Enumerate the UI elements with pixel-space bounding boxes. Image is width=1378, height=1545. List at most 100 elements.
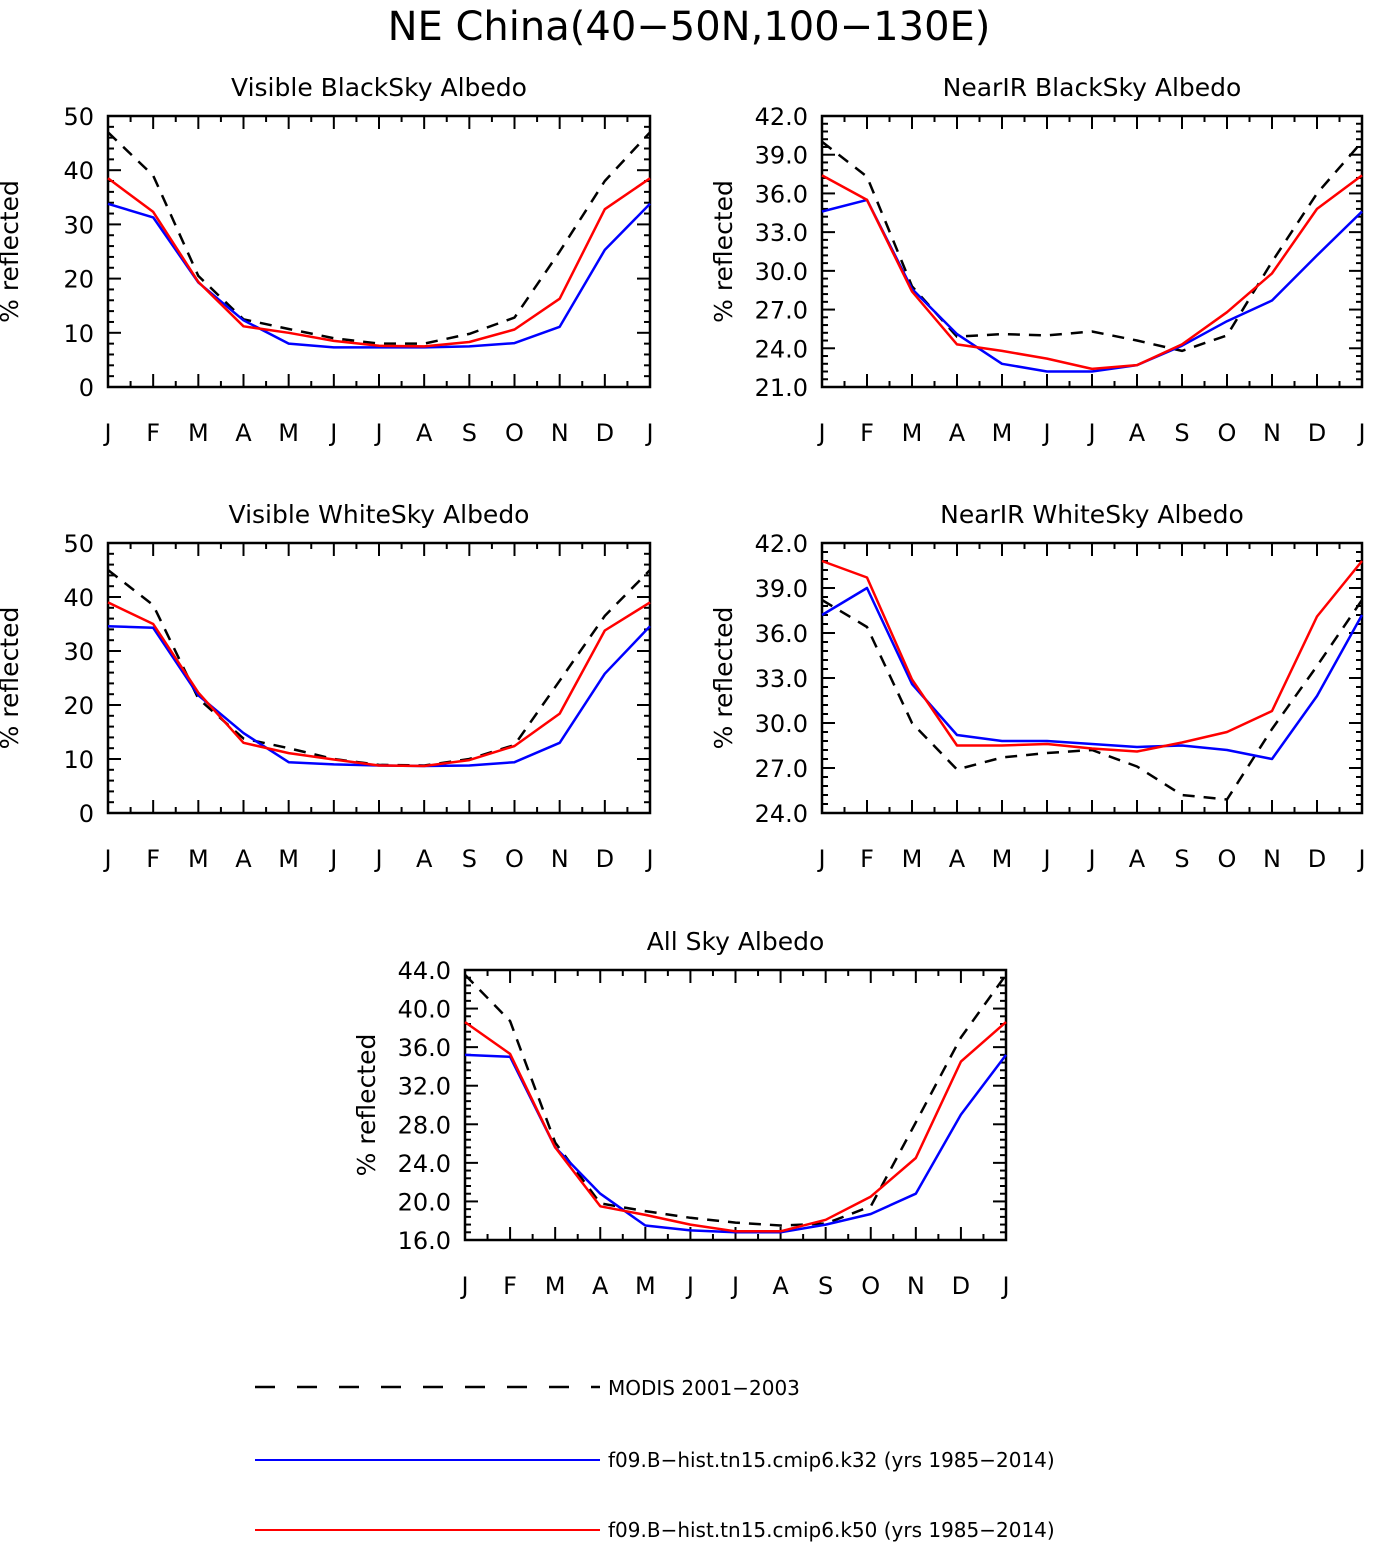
x-tick-label: S: [462, 845, 477, 873]
legend-label-modis: MODIS 2001−2003: [608, 1376, 800, 1400]
series-line-k50: [107, 177, 651, 348]
x-tick-label: F: [860, 419, 874, 447]
y-tick-label: 36.0: [755, 620, 808, 648]
x-tick-label: M: [635, 1272, 656, 1300]
series-line-modis: [821, 598, 1364, 801]
x-tick-label: O: [505, 419, 524, 447]
y-tick-label: 16.0: [398, 1227, 451, 1255]
x-tick-label: N: [1263, 419, 1281, 447]
x-tick-label: J: [644, 845, 653, 873]
y-tick-label: 39.0: [755, 575, 808, 603]
y-tick-label: 33.0: [755, 219, 808, 247]
y-axis-label: % reflected: [0, 180, 24, 323]
series-line-modis: [107, 569, 651, 767]
series-line-k50: [821, 174, 1363, 371]
x-tick-label: O: [505, 845, 524, 873]
legend-entry-k32: f09.B−hist.tn15.cmip6.k32 (yrs 1985−2014…: [255, 1448, 1055, 1472]
legend-entry-k50: f09.B−hist.tn15.cmip6.k50 (yrs 1985−2014…: [255, 1518, 1055, 1542]
y-tick-label: 0: [79, 374, 94, 402]
series-line-k50: [464, 1021, 1007, 1233]
x-tick-label: F: [146, 845, 160, 873]
x-tick-label: J: [816, 845, 825, 873]
x-tick-label: D: [952, 1272, 970, 1300]
x-tick-label: J: [644, 419, 653, 447]
x-tick-label: A: [592, 1272, 609, 1300]
legend-label-k32: f09.B−hist.tn15.cmip6.k32 (yrs 1985−2014…: [608, 1448, 1055, 1472]
y-tick-label: 32.0: [398, 1073, 451, 1101]
x-tick-label: J: [685, 1272, 694, 1300]
y-tick-label: 40: [63, 584, 94, 612]
panels: Visible BlackSky Albedo% reflectedJFMAMJ…: [0, 73, 1366, 1300]
panel-title: Visible WhiteSky Albedo: [229, 500, 530, 529]
x-tick-label: J: [373, 845, 382, 873]
x-tick-label: N: [907, 1272, 925, 1300]
x-tick-label: S: [462, 419, 477, 447]
y-tick-label: 40.0: [398, 996, 451, 1024]
series-line-k32: [821, 586, 1364, 761]
y-axis-label: % reflected: [352, 1034, 381, 1177]
y-tick-label: 39.0: [755, 142, 808, 170]
x-tick-label: M: [545, 1272, 566, 1300]
x-tick-label: S: [1174, 845, 1189, 873]
y-tick-label: 21.0: [755, 374, 808, 402]
y-tick-label: 36.0: [398, 1034, 451, 1062]
y-tick-label: 30: [63, 211, 94, 239]
plot-frame: [820, 541, 1364, 815]
x-tick-label: F: [860, 845, 874, 873]
panel-title: Visible BlackSky Albedo: [231, 73, 527, 102]
x-tick-label: A: [949, 419, 966, 447]
x-tick-label: F: [146, 419, 160, 447]
series-line-modis: [107, 131, 651, 345]
x-tick-label: J: [1356, 845, 1365, 873]
x-tick-label: D: [1308, 419, 1326, 447]
x-tick-label: N: [551, 419, 569, 447]
x-tick-label: M: [188, 845, 209, 873]
x-tick-label: D: [596, 845, 614, 873]
chart-panel-1: Visible BlackSky Albedo% reflectedJFMAMJ…: [0, 73, 654, 447]
x-tick-label: A: [949, 845, 966, 873]
x-tick-label: O: [1218, 845, 1237, 873]
series-line-k50: [821, 559, 1363, 753]
panel-title: NearIR WhiteSky Albedo: [940, 500, 1244, 529]
x-tick-label: M: [278, 845, 299, 873]
x-tick-label: A: [416, 845, 433, 873]
legend-label-k50: f09.B−hist.tn15.cmip6.k50 (yrs 1985−2014…: [608, 1518, 1055, 1542]
x-tick-label: J: [373, 419, 382, 447]
y-tick-label: 24.0: [755, 800, 808, 828]
x-tick-label: J: [102, 845, 111, 873]
x-tick-label: A: [1129, 419, 1146, 447]
panel-title: NearIR BlackSky Albedo: [943, 73, 1242, 102]
x-tick-label: A: [1129, 845, 1146, 873]
series-line-k32: [821, 198, 1363, 373]
x-tick-label: J: [1086, 419, 1095, 447]
x-tick-label: D: [1308, 845, 1326, 873]
x-tick-label: J: [1041, 845, 1050, 873]
y-tick-label: 10: [63, 320, 94, 348]
x-tick-label: N: [551, 845, 569, 873]
x-tick-label: D: [596, 419, 614, 447]
x-tick-label: S: [1174, 419, 1189, 447]
x-tick-label: J: [816, 419, 825, 447]
x-tick-label: M: [902, 419, 923, 447]
series-line-modis: [821, 140, 1363, 353]
y-tick-label: 40: [63, 157, 94, 185]
x-tick-label: F: [503, 1272, 517, 1300]
x-tick-label: J: [730, 1272, 739, 1300]
y-tick-label: 24.0: [398, 1150, 451, 1178]
x-tick-label: J: [459, 1272, 468, 1300]
x-tick-label: J: [1086, 845, 1095, 873]
x-tick-label: M: [278, 419, 299, 447]
x-tick-label: J: [328, 845, 337, 873]
y-axis-label: % reflected: [0, 607, 24, 750]
panel-title: All Sky Albedo: [647, 927, 825, 956]
series-line-modis: [464, 973, 1008, 1227]
y-tick-label: 50: [63, 103, 94, 131]
y-axis-label: % reflected: [709, 180, 738, 323]
y-tick-label: 20.0: [398, 1188, 451, 1216]
x-tick-label: O: [1218, 419, 1237, 447]
x-tick-label: O: [861, 1272, 880, 1300]
x-tick-label: M: [188, 419, 209, 447]
